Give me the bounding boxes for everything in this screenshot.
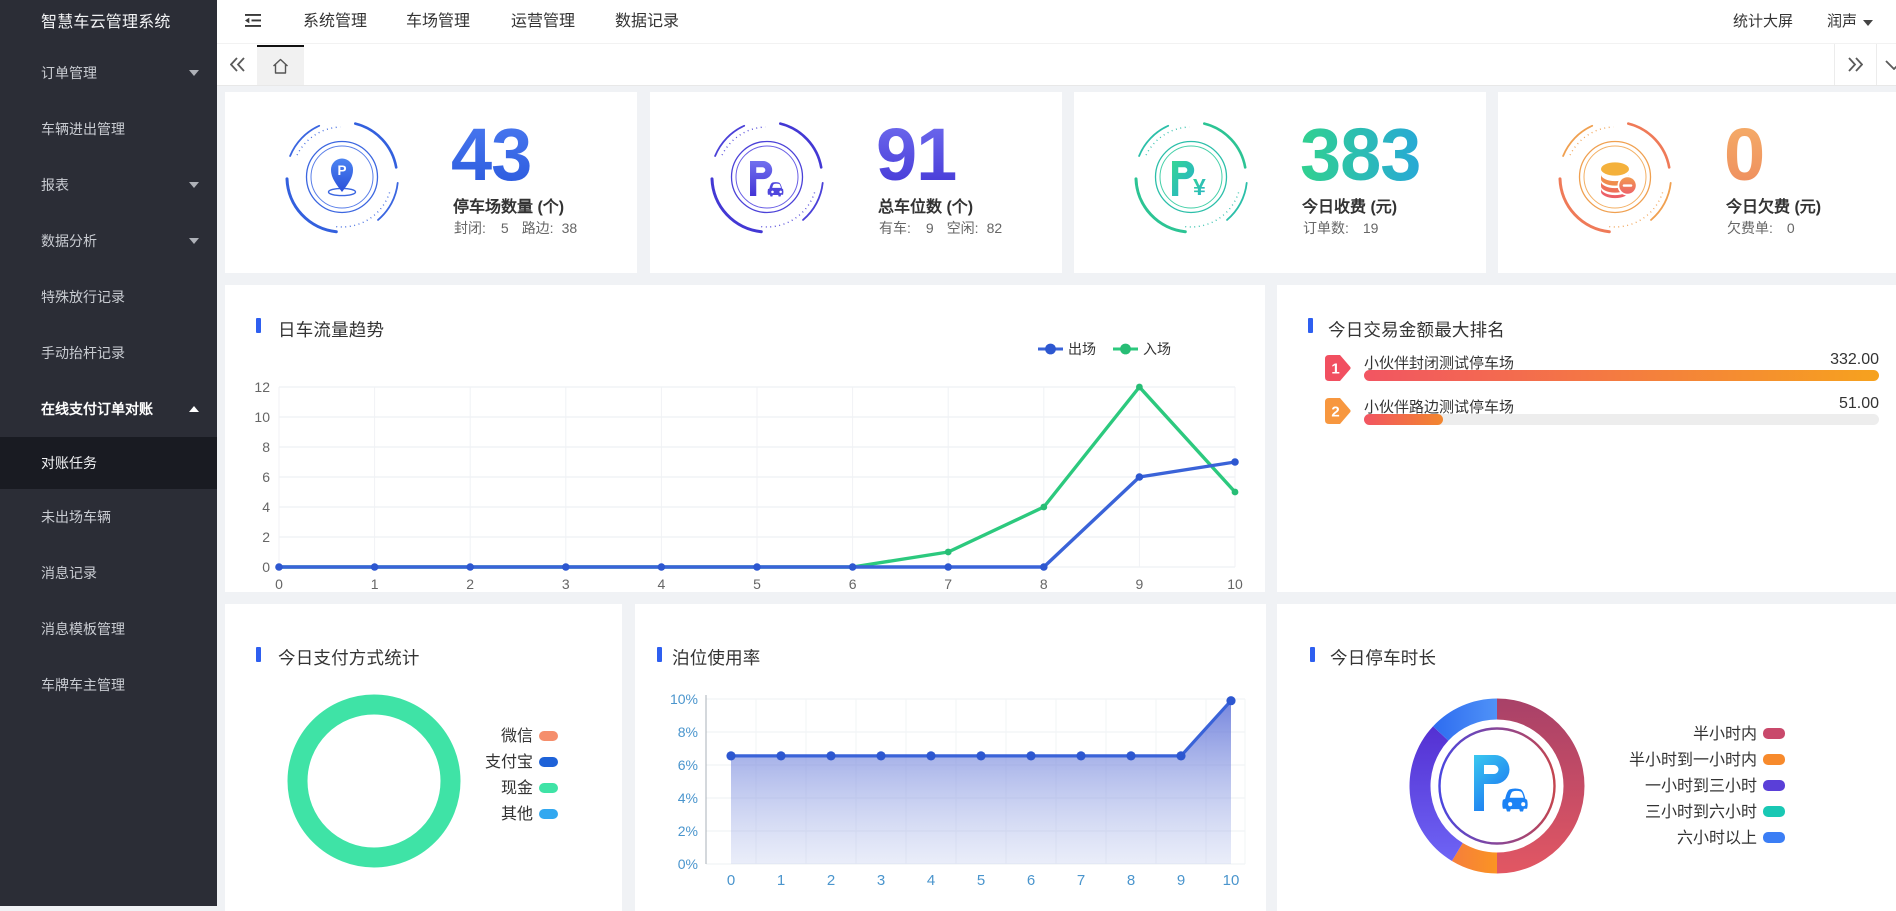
svg-text:2: 2 <box>1331 404 1339 421</box>
svg-text:1: 1 <box>1331 361 1339 378</box>
svg-text:3: 3 <box>562 576 570 592</box>
svg-text:出场: 出场 <box>1068 341 1096 357</box>
svg-text:8: 8 <box>1127 872 1135 889</box>
svg-text:2: 2 <box>262 529 270 545</box>
svg-text:9: 9 <box>1136 576 1144 592</box>
svg-text:2: 2 <box>466 576 474 592</box>
svg-text:7: 7 <box>944 576 952 592</box>
svg-text:1: 1 <box>777 872 785 889</box>
svg-text:4: 4 <box>927 872 935 889</box>
svg-text:5: 5 <box>977 872 985 889</box>
svg-text:6%: 6% <box>678 757 698 773</box>
svg-text:10%: 10% <box>670 691 698 707</box>
svg-text:4: 4 <box>658 576 666 592</box>
svg-text:6: 6 <box>262 469 270 485</box>
svg-text:0: 0 <box>275 576 283 592</box>
svg-text:0%: 0% <box>678 856 698 872</box>
svg-text:10: 10 <box>1223 872 1240 889</box>
svg-text:8: 8 <box>1040 576 1048 592</box>
svg-text:7: 7 <box>1077 872 1085 889</box>
svg-text:6: 6 <box>1027 872 1035 889</box>
svg-text:12: 12 <box>254 379 270 395</box>
svg-text:5: 5 <box>753 576 761 592</box>
svg-text:8: 8 <box>262 439 270 455</box>
svg-text:2%: 2% <box>678 823 698 839</box>
svg-text:0: 0 <box>727 872 735 889</box>
svg-text:10: 10 <box>254 409 270 425</box>
svg-text:10: 10 <box>1227 576 1243 592</box>
svg-text:P: P <box>337 163 346 178</box>
svg-text:入场: 入场 <box>1143 341 1171 357</box>
svg-text:6: 6 <box>849 576 857 592</box>
svg-text:0: 0 <box>262 559 270 575</box>
svg-text:1: 1 <box>371 576 379 592</box>
svg-text:4: 4 <box>262 499 270 515</box>
svg-text:2: 2 <box>827 872 835 889</box>
svg-text:¥: ¥ <box>1193 174 1206 200</box>
svg-text:8%: 8% <box>678 724 698 740</box>
svg-text:4%: 4% <box>678 790 698 806</box>
svg-text:3: 3 <box>877 872 885 889</box>
svg-text:9: 9 <box>1177 872 1185 889</box>
